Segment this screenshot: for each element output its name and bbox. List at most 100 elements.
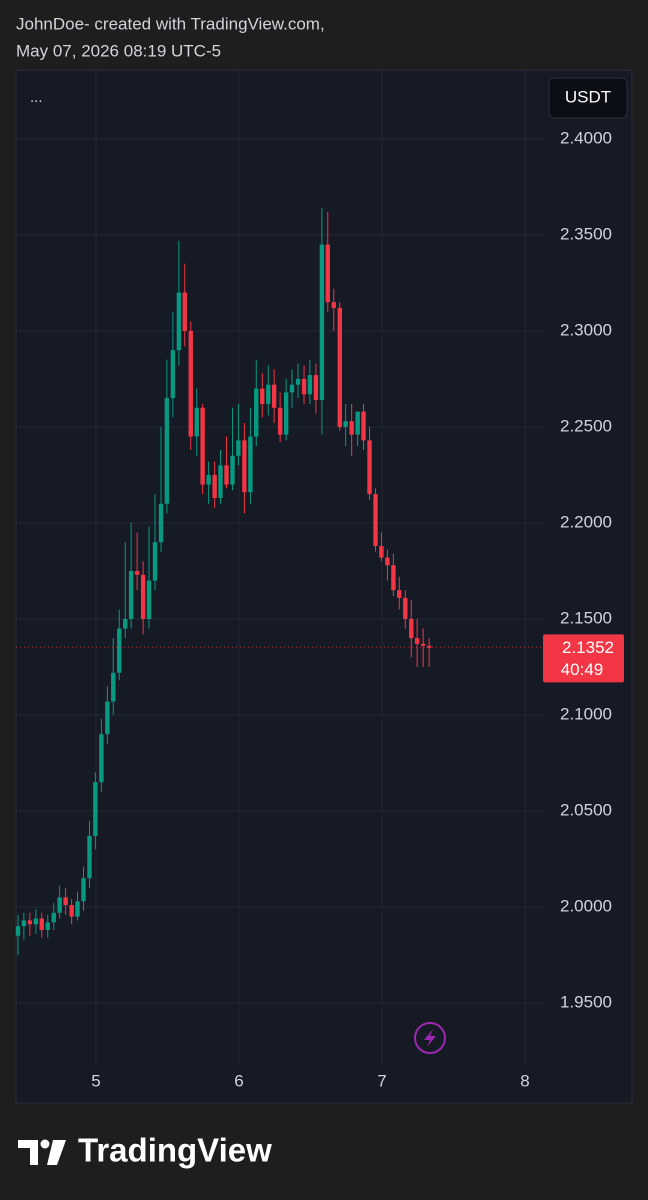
candle-body xyxy=(188,330,193,437)
y-tick-label: 2.3000 xyxy=(560,320,612,339)
candle-body xyxy=(313,375,319,401)
y-tick-label: 2.1500 xyxy=(560,608,612,627)
candle-body xyxy=(283,392,289,435)
candle-body xyxy=(379,545,384,558)
x-tick-label: 8 xyxy=(520,1071,529,1090)
candle-body xyxy=(164,398,170,504)
candle-body xyxy=(57,897,62,913)
header-line: JohnDoe- created with TradingView.com, xyxy=(16,14,325,33)
candle-body xyxy=(87,835,92,879)
logo xyxy=(18,1139,66,1165)
candle-body xyxy=(230,455,235,485)
candle-body xyxy=(266,384,271,404)
candle-body xyxy=(176,292,182,351)
candle-body xyxy=(218,465,223,498)
candle-body xyxy=(373,494,378,546)
candle-body xyxy=(397,590,402,598)
candle-body xyxy=(45,922,50,931)
candle-body xyxy=(385,557,390,566)
currency-button[interactable] xyxy=(548,77,628,119)
currency-label[interactable]: USDT xyxy=(565,87,611,106)
candle-body xyxy=(331,302,336,308)
candle-body xyxy=(81,878,86,902)
candle-body xyxy=(337,307,342,427)
candle-body xyxy=(343,421,348,427)
last-price-label: 2.1352 xyxy=(562,638,614,657)
candle-body xyxy=(271,384,277,408)
candle-body xyxy=(75,901,80,917)
candle-body xyxy=(117,628,122,673)
plot: 1.9500 2.0000 2.0500 2.1000 2.1500 2.2000 2.25… xyxy=(15,70,624,1090)
candle-body xyxy=(170,350,176,399)
chart-panel xyxy=(15,69,633,1104)
y-tick-label: 2.3500 xyxy=(560,224,612,243)
candle-body xyxy=(367,440,372,495)
countdown-label: 40:49 xyxy=(561,660,604,679)
candle-body xyxy=(152,542,158,581)
candle-body xyxy=(426,645,432,648)
candle-body xyxy=(409,618,414,639)
y-tick-label: 2.0000 xyxy=(560,896,612,915)
candle-body xyxy=(319,244,325,401)
candle-body xyxy=(182,292,187,331)
candle-body xyxy=(361,411,366,441)
candle-body xyxy=(158,503,164,543)
candle-body xyxy=(212,474,217,498)
candle-body xyxy=(15,926,21,936)
candle-body xyxy=(140,574,146,619)
candle-body xyxy=(200,407,205,485)
candle-body xyxy=(260,388,265,404)
candle-body xyxy=(391,565,396,591)
candle-body xyxy=(325,244,330,303)
candle-body xyxy=(301,378,307,395)
candle-body xyxy=(349,421,354,435)
candle-body xyxy=(21,920,27,927)
candle-body xyxy=(420,643,426,646)
menu[interactable]: ... xyxy=(30,89,43,106)
candle-body xyxy=(289,384,295,393)
candle-body xyxy=(63,897,68,906)
candle-body xyxy=(123,618,128,629)
candle-body xyxy=(403,597,408,619)
x-tick-label: 5 xyxy=(91,1071,100,1090)
y-tick-label: 2.1000 xyxy=(560,704,612,723)
candle-body xyxy=(33,918,39,925)
y-tick-label: 2.2000 xyxy=(560,512,612,531)
x-tick-label: 7 xyxy=(377,1071,386,1090)
candle-body xyxy=(254,388,259,437)
flash-icon[interactable] xyxy=(414,1022,446,1054)
candle-body xyxy=(69,905,74,917)
candle-body xyxy=(224,465,229,485)
candle-body xyxy=(248,436,253,493)
y-tick-label: 2.4000 xyxy=(560,128,612,147)
candle-body xyxy=(39,918,44,931)
candle-body xyxy=(134,570,140,575)
candle-body xyxy=(414,638,420,644)
flash-bolt xyxy=(424,1029,436,1047)
candle-body xyxy=(105,701,110,735)
y-tick-label: 2.2500 xyxy=(560,416,612,435)
candle-body xyxy=(93,782,98,836)
candle-body xyxy=(194,407,199,437)
y-tick-label: 1.9500 xyxy=(560,992,612,1011)
candle-body xyxy=(51,912,56,923)
candle-body xyxy=(277,407,283,435)
candle-body xyxy=(146,580,152,619)
brand: TradingView xyxy=(78,1132,272,1169)
candle-body xyxy=(111,672,116,702)
candle-body xyxy=(242,440,247,493)
candle-body xyxy=(295,378,301,385)
candle-body xyxy=(206,474,211,485)
candle-body xyxy=(236,440,241,456)
candle-body xyxy=(128,570,134,619)
candle-body xyxy=(99,734,104,783)
candle-body xyxy=(355,411,360,435)
x-tick-label: 6 xyxy=(234,1071,243,1090)
last-price-box xyxy=(543,634,624,683)
candle-body xyxy=(27,920,33,925)
y-tick-label: 2.0500 xyxy=(560,800,612,819)
candle-body xyxy=(307,375,313,395)
header-line: May 07, 2026 08:19 UTC-5 xyxy=(16,41,221,60)
